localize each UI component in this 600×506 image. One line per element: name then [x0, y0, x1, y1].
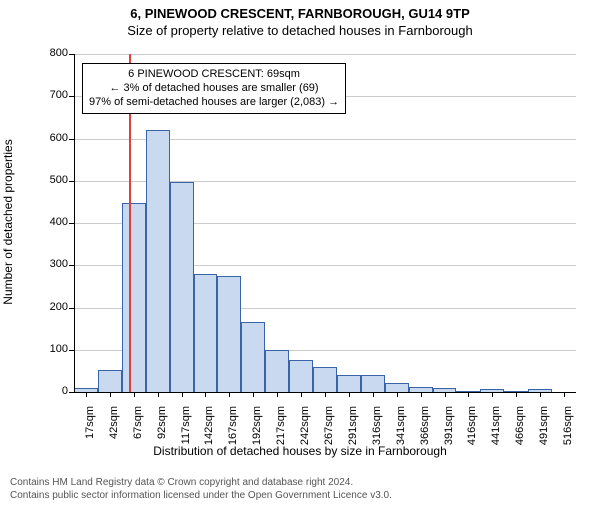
histogram-bar	[217, 276, 241, 392]
x-tick-label: 491sqm	[538, 406, 550, 450]
x-tick	[86, 392, 87, 397]
y-tick-label: 300	[38, 258, 68, 270]
histogram-bar	[313, 367, 337, 392]
x-tick-label: 291sqm	[347, 406, 359, 450]
y-tick-label: 700	[38, 89, 68, 101]
x-tick-label: 242sqm	[299, 406, 311, 450]
x-tick	[182, 392, 183, 397]
x-tick-label: 267sqm	[323, 406, 335, 450]
x-tick-label: 366sqm	[419, 406, 431, 450]
annotation-line: 97% of semi-detached houses are larger (…	[89, 96, 339, 110]
histogram-bar	[146, 130, 170, 392]
y-axis-line	[74, 54, 75, 392]
y-tick-label: 500	[38, 174, 68, 186]
attribution: Contains HM Land Registry data © Crown c…	[10, 477, 392, 502]
x-tick-label: 516sqm	[562, 406, 574, 450]
x-tick	[421, 392, 422, 397]
x-tick-label: 416sqm	[466, 406, 478, 450]
x-tick	[468, 392, 469, 397]
attribution-line1: Contains HM Land Registry data © Crown c…	[10, 477, 392, 490]
x-tick-label: 192sqm	[251, 406, 263, 450]
y-tick-label: 0	[38, 385, 68, 397]
y-tick-label: 800	[38, 47, 68, 59]
x-tick-label: 341sqm	[395, 406, 407, 450]
x-tick	[253, 392, 254, 397]
x-tick	[134, 392, 135, 397]
annotation-line: 6 PINEWOOD CRESCENT: 69sqm	[89, 68, 339, 82]
x-tick	[516, 392, 517, 397]
histogram-bar	[265, 350, 289, 392]
x-tick	[564, 392, 565, 397]
x-tick	[325, 392, 326, 397]
x-tick-label: 217sqm	[275, 406, 287, 450]
histogram-bar	[361, 375, 385, 392]
x-tick-label: 142sqm	[203, 406, 215, 450]
annotation-line: ← 3% of detached houses are smaller (69)	[89, 82, 339, 96]
x-tick	[205, 392, 206, 397]
x-tick-label: 67sqm	[132, 406, 144, 450]
y-tick-label: 600	[38, 132, 68, 144]
x-tick	[277, 392, 278, 397]
x-tick-label: 92sqm	[156, 406, 168, 450]
x-tick-label: 117sqm	[180, 406, 192, 450]
histogram-bar	[194, 274, 218, 392]
x-tick	[349, 392, 350, 397]
x-tick	[445, 392, 446, 397]
y-tick-label: 400	[38, 216, 68, 228]
x-tick	[301, 392, 302, 397]
histogram-bar	[122, 203, 146, 392]
histogram-bar	[337, 375, 361, 392]
x-tick	[229, 392, 230, 397]
x-tick	[540, 392, 541, 397]
x-tick	[492, 392, 493, 397]
histogram-bar	[289, 360, 313, 392]
x-tick-label: 316sqm	[371, 406, 383, 450]
chart-titles: 6, PINEWOOD CRESCENT, FARNBOROUGH, GU14 …	[0, 6, 600, 38]
x-tick	[158, 392, 159, 397]
y-tick-label: 100	[38, 343, 68, 355]
title-sub: Size of property relative to detached ho…	[0, 23, 600, 38]
x-tick-label: 42sqm	[108, 406, 120, 450]
gridline	[74, 54, 576, 55]
attribution-line2: Contains public sector information licen…	[10, 490, 392, 503]
histogram-bar	[98, 370, 122, 392]
y-tick-label: 200	[38, 301, 68, 313]
histogram-bar	[170, 182, 194, 392]
x-tick-label: 167sqm	[227, 406, 239, 450]
histogram-bar	[385, 383, 409, 392]
x-tick-label: 391sqm	[443, 406, 455, 450]
x-tick-label: 441sqm	[490, 406, 502, 450]
x-tick	[373, 392, 374, 397]
title-main: 6, PINEWOOD CRESCENT, FARNBOROUGH, GU14 …	[0, 6, 600, 21]
annotation-box: 6 PINEWOOD CRESCENT: 69sqm← 3% of detach…	[82, 63, 346, 114]
x-tick-label: 466sqm	[514, 406, 526, 450]
x-tick	[110, 392, 111, 397]
y-axis-label: Number of detached properties	[1, 139, 15, 304]
x-tick	[397, 392, 398, 397]
histogram-bar	[241, 322, 265, 392]
x-tick-label: 17sqm	[84, 406, 96, 450]
